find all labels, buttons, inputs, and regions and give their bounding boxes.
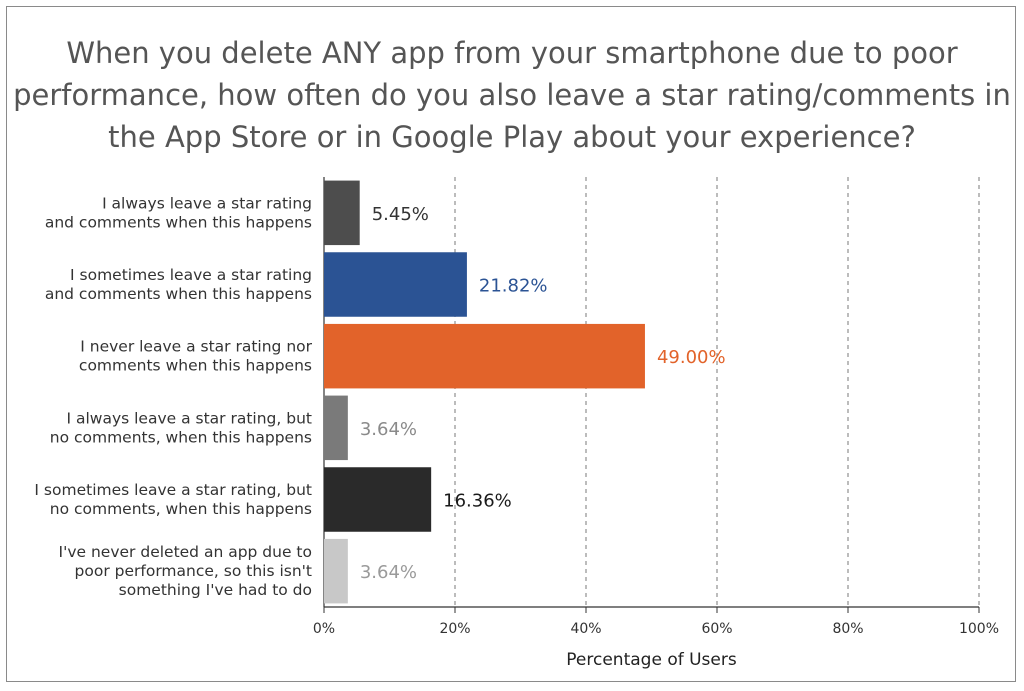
- x-tick-label: 0%: [313, 621, 335, 637]
- x-tick-label: 80%: [832, 621, 863, 637]
- bar: [324, 252, 467, 317]
- data-label: 3.64%: [360, 419, 417, 440]
- chart-title: When you delete ANY app from your smartp…: [13, 36, 1011, 154]
- x-tick-label: 20%: [439, 621, 470, 637]
- x-tick-label: 40%: [570, 621, 601, 637]
- category-label: I always leave a star rating, but no comm…: [50, 409, 312, 446]
- bar: [324, 323, 645, 389]
- bar: [324, 538, 348, 604]
- x-tick-label: 60%: [701, 621, 732, 637]
- data-label: 5.45%: [372, 204, 429, 225]
- data-label: 21.82%: [479, 276, 548, 297]
- category-label: I sometimes leave a star rating and comme…: [45, 266, 312, 303]
- data-label: 16.36%: [443, 491, 512, 512]
- bar: [324, 467, 432, 532]
- category-label: I sometimes leave a star rating, but no c…: [34, 481, 312, 518]
- x-tick-label: 100%: [959, 621, 999, 637]
- data-label: 3.64%: [360, 562, 417, 583]
- category-label: I never leave a star rating nor comments …: [79, 338, 313, 375]
- category-label: I've never deleted an app due to poor per…: [59, 543, 312, 599]
- category-label: I always leave a star rating and comments…: [45, 194, 312, 231]
- bar: [324, 395, 348, 461]
- data-label: 49.00%: [657, 347, 726, 368]
- bar: [324, 180, 360, 246]
- x-axis-title: Percentage of Users: [566, 650, 737, 670]
